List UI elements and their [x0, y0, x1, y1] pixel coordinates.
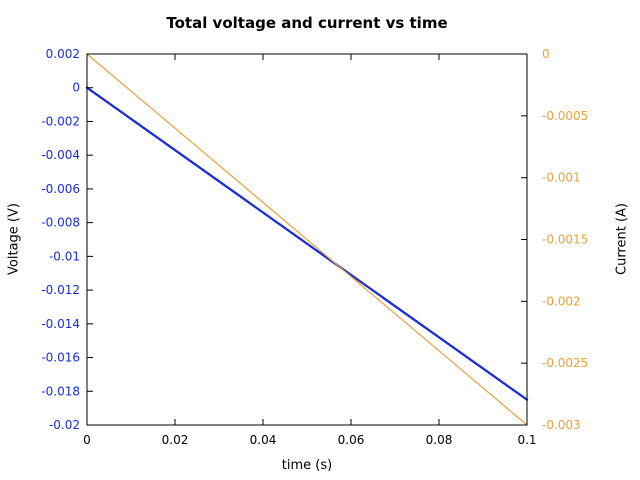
y-right-tick-label: -0.0015 — [542, 233, 588, 247]
total-current-line — [86, 53, 528, 426]
y-left-tick-label: -0.002 — [41, 114, 80, 128]
y-left-tick-label: -0.006 — [41, 182, 80, 196]
chart-title: Total voltage and current vs time — [166, 14, 448, 32]
x-tick-label: 0.04 — [250, 433, 277, 447]
x-tick-label: 0 — [83, 433, 91, 447]
y-left-tick-label: 0.002 — [46, 47, 80, 61]
y-left-tick-label: -0.008 — [41, 216, 80, 230]
y-left-tick-label: -0.012 — [41, 283, 80, 297]
y-left-tick-label: -0.018 — [41, 384, 80, 398]
x-tick-label: 0.1 — [517, 433, 536, 447]
y-left-tick-label: -0.01 — [49, 249, 80, 263]
y-right-tick-label: 0 — [542, 47, 550, 61]
y-left-tick-label: -0.02 — [49, 418, 80, 432]
y-right-tick-label: -0.001 — [542, 171, 581, 185]
y-right-tick-label: -0.002 — [542, 294, 581, 308]
x-tick-label: 0.08 — [426, 433, 453, 447]
y-left-tick-label: -0.016 — [41, 351, 80, 365]
y-right-tick-label: -0.0005 — [542, 109, 588, 123]
y-right-tick-label: -0.003 — [542, 418, 581, 432]
y-left-tick-label: 0 — [72, 81, 80, 95]
y-left-tick-label: -0.004 — [41, 148, 80, 162]
x-tick-label: 0.02 — [162, 433, 189, 447]
x-axis-label: time (s) — [281, 458, 333, 473]
y-right-tick-label: -0.0025 — [542, 356, 588, 370]
x-tick-label: 0.06 — [338, 433, 365, 447]
total-voltage-line — [85, 86, 529, 401]
y-left-tick-label: -0.014 — [41, 317, 80, 331]
